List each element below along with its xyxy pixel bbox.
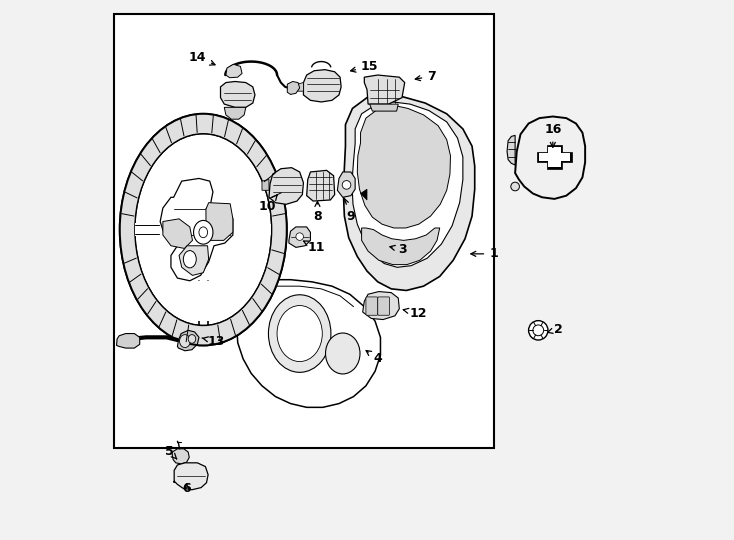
- Text: 4: 4: [366, 350, 382, 366]
- Polygon shape: [234, 224, 271, 235]
- Ellipse shape: [533, 325, 544, 336]
- Ellipse shape: [325, 333, 360, 374]
- Polygon shape: [179, 246, 208, 275]
- Polygon shape: [360, 189, 367, 200]
- Ellipse shape: [277, 306, 322, 362]
- Ellipse shape: [184, 251, 196, 268]
- Ellipse shape: [342, 180, 351, 189]
- Polygon shape: [307, 170, 335, 201]
- Polygon shape: [160, 178, 233, 281]
- Polygon shape: [163, 219, 192, 248]
- Polygon shape: [372, 104, 391, 109]
- Text: 11: 11: [304, 241, 324, 254]
- Polygon shape: [120, 114, 287, 346]
- Polygon shape: [363, 292, 399, 320]
- Ellipse shape: [528, 321, 548, 340]
- Text: 12: 12: [403, 307, 427, 320]
- Polygon shape: [344, 95, 475, 291]
- Polygon shape: [515, 117, 585, 199]
- Text: 9: 9: [344, 199, 355, 222]
- Polygon shape: [357, 105, 451, 228]
- Polygon shape: [287, 82, 299, 94]
- Polygon shape: [117, 334, 139, 348]
- Polygon shape: [172, 449, 189, 464]
- Polygon shape: [262, 179, 269, 190]
- Text: 1: 1: [470, 247, 498, 260]
- Text: 10: 10: [258, 195, 277, 213]
- Polygon shape: [198, 281, 208, 321]
- Polygon shape: [539, 147, 570, 167]
- Polygon shape: [206, 202, 233, 240]
- Ellipse shape: [511, 182, 520, 191]
- Polygon shape: [178, 330, 199, 351]
- Text: 16: 16: [544, 124, 562, 147]
- Ellipse shape: [199, 227, 208, 238]
- Text: 13: 13: [202, 335, 225, 348]
- Polygon shape: [370, 104, 399, 111]
- Polygon shape: [507, 136, 515, 165]
- Polygon shape: [362, 228, 440, 265]
- Polygon shape: [236, 280, 380, 407]
- Ellipse shape: [120, 114, 287, 346]
- Ellipse shape: [269, 295, 331, 373]
- Polygon shape: [537, 145, 572, 168]
- Ellipse shape: [194, 220, 213, 244]
- Polygon shape: [364, 75, 404, 104]
- Text: 2: 2: [548, 323, 562, 336]
- Polygon shape: [289, 227, 310, 247]
- Text: 8: 8: [313, 201, 321, 222]
- Polygon shape: [303, 70, 341, 102]
- Polygon shape: [269, 167, 303, 204]
- Text: 15: 15: [351, 60, 379, 73]
- Ellipse shape: [188, 335, 196, 343]
- Polygon shape: [220, 82, 255, 107]
- Text: 5: 5: [165, 445, 177, 459]
- Polygon shape: [352, 102, 463, 267]
- Text: 3: 3: [390, 243, 407, 256]
- Polygon shape: [297, 83, 303, 91]
- Ellipse shape: [135, 134, 272, 326]
- Bar: [114, 14, 493, 448]
- Ellipse shape: [180, 335, 190, 348]
- Ellipse shape: [296, 233, 303, 240]
- Polygon shape: [174, 463, 208, 490]
- FancyBboxPatch shape: [378, 297, 390, 315]
- Text: 14: 14: [189, 51, 215, 65]
- Text: 7: 7: [415, 70, 436, 83]
- Polygon shape: [225, 107, 246, 119]
- Text: 6: 6: [182, 482, 191, 495]
- Polygon shape: [135, 223, 159, 236]
- Polygon shape: [338, 172, 355, 197]
- Polygon shape: [226, 64, 242, 78]
- FancyBboxPatch shape: [366, 297, 378, 315]
